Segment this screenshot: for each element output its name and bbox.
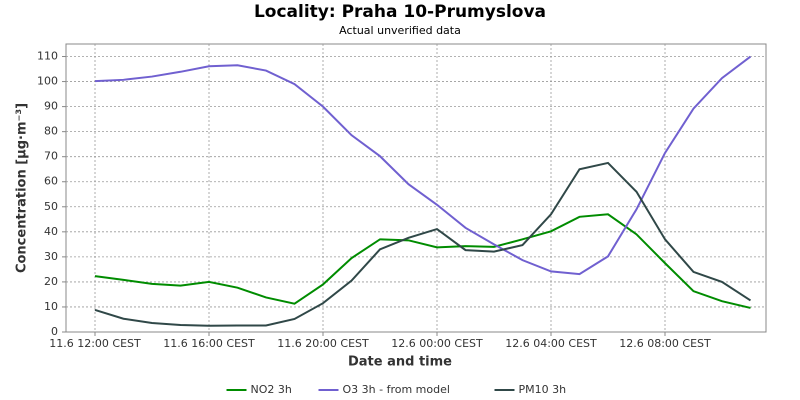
x-tick-label: 11.6 20:00 CEST [277,337,369,350]
plot-frame [65,43,767,333]
chart-subtitle: Actual unverified data [339,24,461,37]
legend-label: NO2 3h [251,383,292,396]
y-tick-label: 90 [44,100,58,113]
y-tick-label: 80 [44,125,58,138]
legend-label: O3 3h - from model [343,383,450,396]
y-tick-label: 20 [44,275,58,288]
series-line [94,161,752,327]
y-tick-label: 30 [44,250,58,263]
y-tick-label: 10 [44,300,58,313]
y-tick-label: 70 [44,150,58,163]
y-tick-label: 110 [37,50,58,63]
chart-title: Locality: Praha 10-Prumyslova [254,2,546,22]
y-axis-label: Concentration [µg·m⁻³] [15,103,30,273]
y-tick-label: 100 [37,75,58,88]
x-tick-label: 11.6 16:00 CEST [163,337,255,350]
x-tick-label: 11.6 12:00 CEST [49,337,141,350]
legend-label: PM10 3h [519,383,567,396]
y-tick-label: 0 [51,325,58,338]
y-tick-label: 50 [44,200,58,213]
series-line [94,213,751,309]
y-tick-label: 60 [44,175,58,188]
y-tick-label: 40 [44,225,58,238]
x-tick-label: 12.6 04:00 CEST [505,337,597,350]
x-tick-label: 12.6 00:00 CEST [391,337,483,350]
x-tick-label: 12.6 08:00 CEST [619,337,711,350]
x-axis-label: Date and time [348,355,452,370]
